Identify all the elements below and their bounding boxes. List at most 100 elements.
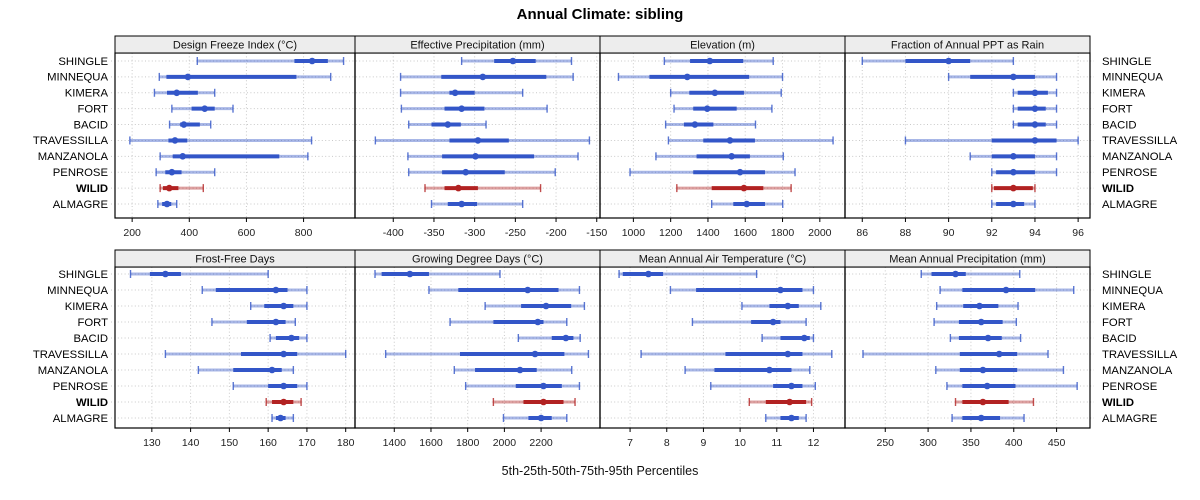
site-label-left: FORT: [77, 317, 108, 329]
percentile-intervals: [861, 57, 1079, 209]
strip-title: Effective Precipitation (mm): [410, 39, 544, 51]
axis-tick-label: -200: [546, 227, 567, 239]
axis-tick-label: 88: [900, 227, 912, 239]
panel-mean-annual-air-temperature-c-: 7 8 9 10 11 12 Mean Annual Air Temperature (°C…: [599, 249, 846, 449]
axis-tick-label: 130: [143, 437, 161, 449]
site-label-left: MINNEQUA: [47, 285, 108, 297]
panel-design-freeze-index-c-: 200 400 600 800 Design Freeze Index (°C): [114, 35, 356, 239]
site-label-right: WILID: [1102, 397, 1134, 409]
site-label-left: FORT: [77, 103, 108, 115]
axis-tick-label: 1200: [659, 227, 683, 239]
axis-tick-label: 9: [701, 437, 707, 449]
axis-tick-label: 86: [856, 227, 868, 239]
axis-tick-label: 250: [876, 437, 894, 449]
percentile-intervals: [129, 270, 347, 422]
axis-tick-label: -300: [464, 227, 485, 239]
site-label-left: KIMERA: [65, 88, 109, 100]
axis-tick-label: 180: [337, 437, 355, 449]
axis-tick-label: 600: [238, 227, 256, 239]
axis-tick-label: 160: [259, 437, 277, 449]
site-labels: SHINGLE SHINGLE MINNEQUA MINNEQUA KIMERA KIME…: [33, 56, 1178, 211]
site-label-right: FORT: [1102, 317, 1133, 329]
site-label-right: ALMAGRE: [1102, 199, 1158, 211]
axis-tick-label: 1400: [383, 437, 407, 449]
axis-tick-label: 400: [1005, 437, 1023, 449]
strip-header: [844, 35, 1091, 54]
site-label-left: MANZANOLA: [38, 151, 109, 163]
axis-tick-label: 92: [986, 227, 998, 239]
figure-title: Annual Climate: sibling: [516, 6, 684, 23]
site-label-right: PENROSE: [1102, 381, 1158, 393]
site-label-right: TRAVESSILLA: [1102, 349, 1178, 361]
axis-tick-label: 94: [1029, 227, 1041, 239]
axis-tick-label: 7: [627, 437, 633, 449]
axis-tick-label: 90: [943, 227, 955, 239]
site-label-left: TRAVESSILLA: [33, 349, 109, 361]
strip-title: Fraction of Annual PPT as Rain: [891, 39, 1044, 51]
axis-tick-label: 300: [919, 437, 937, 449]
axis-tick-label: 11: [771, 437, 782, 449]
axis-tick-label: 200: [123, 227, 141, 239]
site-label-left: MANZANOLA: [38, 365, 109, 377]
strip-title: Design Freeze Index (°C): [173, 39, 297, 51]
site-label-left: TRAVESSILLA: [33, 135, 109, 147]
site-label-left: WILID: [76, 397, 108, 409]
axis-tick-label: 1800: [456, 437, 480, 449]
axis-tick-label: 1000: [622, 227, 646, 239]
axis-tick-label: -250: [505, 227, 526, 239]
site-label-right: BACID: [1102, 119, 1137, 131]
axis-tick-label: 96: [1072, 227, 1084, 239]
axis-tick-label: 10: [734, 437, 746, 449]
axis-tick-label: 2000: [493, 437, 517, 449]
strip-title: Mean Annual Precipitation (mm): [889, 253, 1046, 265]
panel-row-bottom: 130 140 150 160 170 180 Frost-Free Days 1400 160…: [33, 249, 1178, 449]
site-label-right: MINNEQUA: [1102, 285, 1163, 297]
axis-tick-label: -400: [383, 227, 404, 239]
site-label-right: MINNEQUA: [1102, 72, 1163, 84]
site-label-right: MANZANOLA: [1102, 365, 1173, 377]
percentile-intervals: [129, 57, 345, 209]
axis-tick-label: 350: [962, 437, 980, 449]
panel-fraction-of-annual-ppt-as-rain: 86 88 90 92 94 96 Fraction of Annual PPT as Ra…: [844, 35, 1091, 239]
axis-tick-label: 8: [664, 437, 670, 449]
axis-tick-label: 450: [1048, 437, 1066, 449]
axis-tick-label: 1800: [771, 227, 795, 239]
panel-effective-precipitation-mm-: -400 -350 -300 -250 -200 -150 Effective Precip…: [354, 35, 607, 239]
axis-tick-label: 140: [182, 437, 200, 449]
percentiles-caption: 5th-25th-50th-75th-95th Percentiles: [501, 464, 699, 478]
site-label-right: ALMAGRE: [1102, 413, 1158, 425]
panel-elevation-m-: 1000 1200 1400 1600 1800 2000 Elevation (m): [599, 35, 846, 239]
site-label-right: KIMERA: [1102, 301, 1146, 313]
axis-tick-label: 150: [221, 437, 239, 449]
site-label-right: FORT: [1102, 103, 1133, 115]
axis-tick-label: 1600: [734, 227, 758, 239]
axis-tick-label: -350: [423, 227, 444, 239]
panel-row-top: 200 400 600 800 Design Freeze Index (°C) -400…: [33, 35, 1178, 239]
site-label-right: KIMERA: [1102, 88, 1146, 100]
panel-mean-annual-precipitation-mm-: 250 300 350 400 450 Mean Annual Precipitation…: [844, 249, 1091, 449]
panel-growing-degree-days-c-: 1400 1600 1800 2000 2200 Growing Degree Days …: [354, 249, 601, 449]
strip-title: Elevation (m): [690, 39, 755, 51]
panel-frost-free-days: 130 140 150 160 170 180 Frost-Free Days: [114, 249, 356, 449]
site-label-left: PENROSE: [53, 167, 109, 179]
axis-tick-label: -150: [586, 227, 607, 239]
strip-title: Frost-Free Days: [195, 253, 275, 265]
site-label-right: WILID: [1102, 183, 1134, 195]
percentile-intervals: [618, 270, 833, 422]
site-label-left: ALMAGRE: [53, 199, 109, 211]
site-label-right: BACID: [1102, 333, 1137, 345]
strip-title: Mean Annual Air Temperature (°C): [639, 253, 806, 265]
axis-tick-label: 170: [298, 437, 316, 449]
site-label-left: SHINGLE: [58, 269, 108, 281]
site-label-left: PENROSE: [53, 381, 109, 393]
row-gridlines: [111, 60, 1094, 205]
axis-tick-label: 1600: [419, 437, 443, 449]
site-label-left: BACID: [73, 119, 108, 131]
percentile-intervals: [374, 57, 591, 209]
site-labels: SHINGLE SHINGLE MINNEQUA MINNEQUA KIMERA KIME…: [33, 269, 1178, 425]
site-label-left: MINNEQUA: [47, 72, 108, 84]
axis-tick-label: 12: [808, 437, 820, 449]
axis-tick-label: 800: [295, 227, 313, 239]
percentile-intervals: [617, 57, 834, 209]
